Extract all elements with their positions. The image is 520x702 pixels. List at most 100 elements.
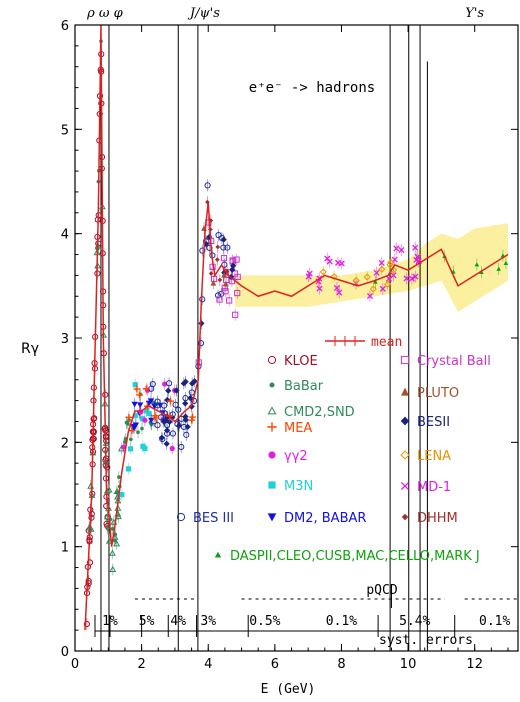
data-point [151,403,158,410]
pqcd-band-area [234,223,509,312]
data-point [206,244,213,251]
data-point [496,266,502,271]
data-point [403,275,410,282]
x-tick-label: 10 [400,657,417,672]
data-point [210,279,217,286]
syst-error-label: 4% [170,614,186,629]
data-point [208,271,214,276]
data-point [326,258,333,265]
data-point [164,396,171,404]
data-point [104,464,111,471]
resonance-lines-layer [100,25,428,651]
data-point [378,259,385,266]
y-tick-label: 5 [61,123,69,138]
data-point [220,244,227,251]
data-point [115,490,119,495]
data-point [162,381,168,387]
data-point [474,262,480,267]
data-point [393,245,400,252]
x-tick-label: 8 [337,657,345,672]
data-point [169,430,177,437]
legend-label: DM2, BABAR [284,511,366,526]
data-point [233,256,240,263]
data-point [215,244,221,250]
legend-marker [269,382,275,388]
data-point [164,427,171,434]
data-point [222,288,229,295]
data-point [412,273,419,280]
legend-marker [400,481,410,491]
data-point [161,402,168,409]
data-point [162,417,169,424]
data-point [128,427,136,435]
x-axis-label: E (GeV) [261,682,316,697]
y-tick-label: 3 [61,332,69,347]
syst-errors-label: syst. errors [379,633,473,648]
data-point [143,408,149,414]
y-tick-label: 1 [61,541,69,556]
data-point [182,378,189,385]
data-point [175,422,183,429]
data-point [234,289,241,297]
legend-marker [401,513,409,521]
data-point [352,276,360,284]
legend-label: CMD2,SND [284,405,355,420]
legend-label: LENA [417,449,451,464]
data-point [88,514,95,521]
data-point [165,387,172,394]
data-point [336,289,343,296]
data-point [197,340,205,347]
data-point [408,275,415,282]
data-point [503,260,509,265]
data-point [387,258,395,267]
data-point [214,292,222,299]
data-point [372,279,378,284]
data-point [125,413,133,421]
resonance-group-label: J/ψ's [187,6,220,21]
data-point [224,269,230,274]
data-point [334,259,342,266]
data-point [232,311,239,318]
legend-mean-label: mean [371,335,402,350]
data-point [189,413,196,421]
legend-label: Crystal Ball [417,354,491,369]
data-point [187,394,194,402]
data-point [152,414,160,422]
data-point [167,397,174,405]
data-point [191,378,198,385]
data-point [182,413,189,420]
syst-error-label: 0.1% [479,614,510,629]
data-point [229,262,237,270]
data-point [199,247,206,254]
data-points-layer [83,35,509,631]
legend-label: BaBar [284,379,324,394]
data-point [142,417,148,423]
data-point [221,271,227,278]
legend-marker [400,416,410,426]
legend-marker [268,481,276,489]
data-point [137,402,144,409]
data-point [163,440,170,447]
data-point [198,320,205,327]
data-point [132,382,138,388]
legend-marker [267,513,277,522]
legend-label: BESII [417,415,450,430]
data-point [214,257,220,262]
data-point [379,285,386,292]
x-tick-label: 12 [466,657,483,672]
data-point [366,292,374,300]
data-point [83,620,91,628]
data-point [178,443,185,451]
data-point [224,244,231,251]
data-point [117,475,121,479]
data-point [173,387,180,394]
data-point [85,580,92,587]
data-point [385,275,393,282]
data-point [158,434,165,441]
data-point [306,270,313,277]
legend-marker [268,451,276,459]
chart-title: e⁺e⁻ -> hadrons [249,80,375,96]
data-point [204,182,211,189]
x-tick-label: 6 [271,657,279,672]
